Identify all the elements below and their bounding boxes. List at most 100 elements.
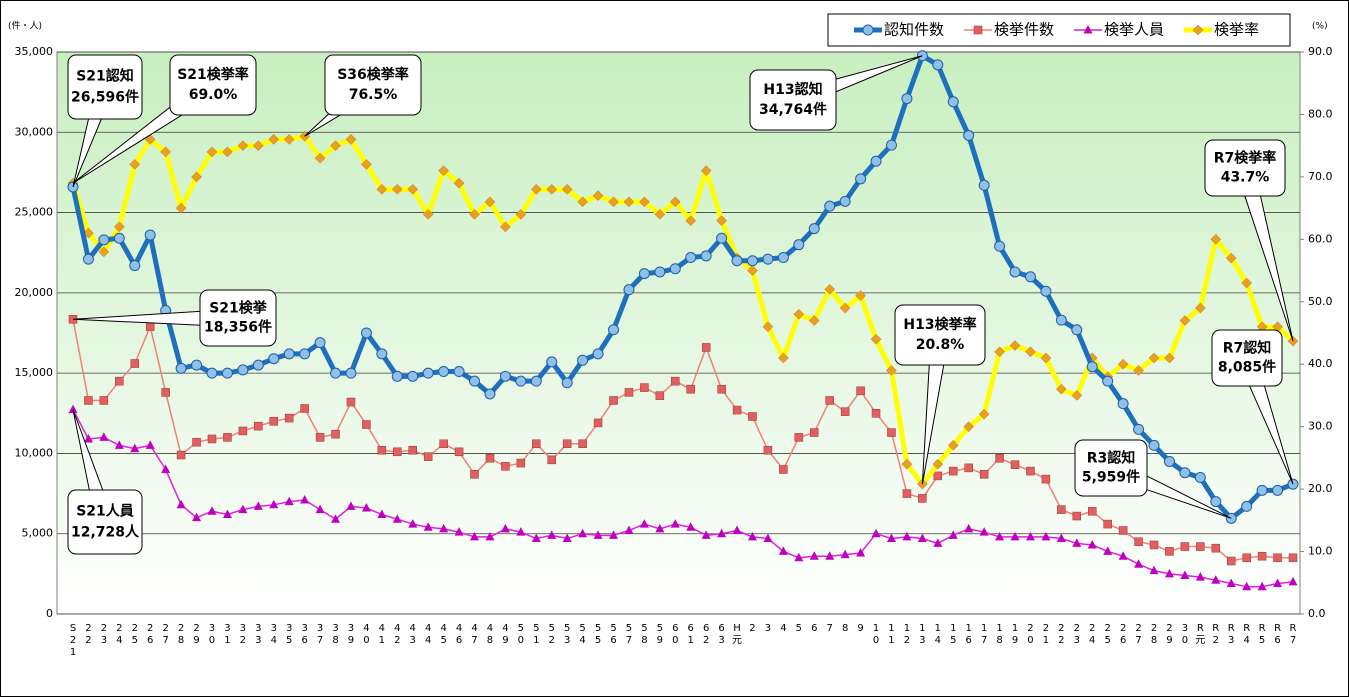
- marker: [862, 24, 874, 36]
- marker: [98, 246, 110, 258]
- y2-tick-label: 30.0: [1308, 420, 1333, 433]
- marker: [144, 229, 156, 241]
- marker: [83, 433, 93, 443]
- marker: [484, 196, 496, 208]
- marker: [130, 359, 140, 368]
- marker: [855, 173, 867, 185]
- marker: [330, 140, 341, 152]
- marker: [686, 522, 696, 531]
- marker: [640, 383, 649, 392]
- marker: [654, 266, 666, 278]
- marker: [392, 514, 402, 523]
- marker: [839, 302, 851, 314]
- marker: [438, 366, 450, 378]
- marker: [407, 370, 419, 382]
- marker: [176, 450, 186, 460]
- marker: [716, 232, 728, 244]
- marker: [746, 255, 758, 267]
- marker: [1071, 324, 1083, 336]
- marker: [1056, 383, 1067, 395]
- marker: [1025, 346, 1036, 358]
- marker: [561, 377, 573, 389]
- marker: [577, 196, 588, 208]
- marker: [932, 458, 944, 470]
- marker: [947, 96, 959, 108]
- marker: [1179, 467, 1191, 479]
- marker: [1117, 398, 1129, 410]
- marker: [964, 463, 973, 473]
- marker: [671, 376, 680, 386]
- marker: [284, 413, 294, 423]
- marker: [222, 509, 232, 518]
- callout-text: 43.7%: [1221, 169, 1270, 185]
- marker: [973, 25, 983, 35]
- marker: [685, 252, 697, 264]
- marker: [870, 333, 882, 345]
- marker: [1118, 551, 1128, 560]
- y2-tick-label: 60.0: [1308, 232, 1333, 245]
- callout-text: 12,728人: [71, 524, 140, 541]
- marker: [407, 184, 419, 195]
- marker: [1163, 455, 1175, 467]
- marker: [578, 528, 588, 538]
- marker: [638, 268, 650, 280]
- marker: [654, 209, 666, 220]
- marker: [994, 346, 1005, 358]
- marker: [701, 530, 711, 539]
- marker: [161, 464, 171, 473]
- marker: [1072, 538, 1082, 547]
- marker: [716, 215, 727, 226]
- callout-box: [67, 489, 143, 555]
- y2-tick-label: 90.0: [1308, 45, 1333, 58]
- marker: [562, 533, 572, 543]
- marker: [176, 499, 186, 509]
- marker: [1149, 540, 1159, 550]
- marker: [856, 547, 866, 557]
- marker: [346, 397, 356, 407]
- marker: [1087, 539, 1097, 549]
- marker: [624, 388, 634, 397]
- marker: [330, 367, 342, 379]
- marker: [1242, 553, 1251, 563]
- marker: [963, 421, 975, 433]
- marker: [315, 433, 325, 442]
- marker: [1103, 519, 1112, 529]
- marker: [655, 523, 665, 533]
- marker: [1134, 537, 1143, 546]
- marker: [639, 196, 650, 208]
- marker: [1024, 271, 1036, 283]
- y2-tick-label: 20.0: [1308, 482, 1333, 495]
- marker: [206, 367, 218, 379]
- marker: [624, 525, 634, 535]
- marker: [871, 409, 881, 418]
- marker: [82, 253, 94, 265]
- marker: [1256, 484, 1268, 496]
- marker: [345, 134, 357, 145]
- marker: [113, 221, 125, 233]
- marker: [824, 200, 836, 212]
- marker: [408, 519, 418, 528]
- marker: [1180, 570, 1190, 579]
- callout-text: 5,959件: [1082, 468, 1140, 485]
- y-tick-label: 0: [46, 607, 53, 620]
- y2-tick-label: 80.0: [1308, 107, 1333, 120]
- x-tick-label: 2: [749, 623, 755, 634]
